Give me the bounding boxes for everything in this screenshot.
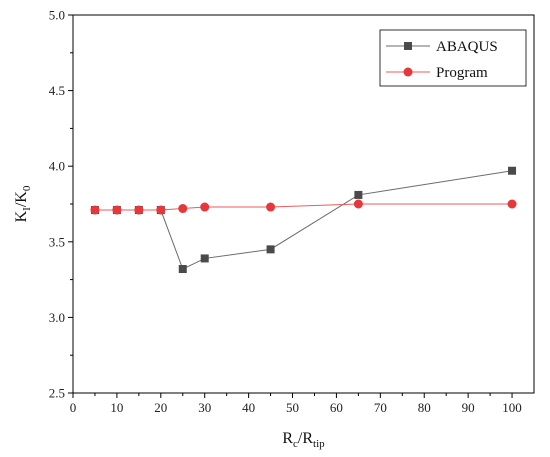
y-tick-label: 3.5: [49, 234, 65, 249]
x-tick-label: 10: [110, 400, 123, 415]
data-point-circle: [266, 202, 276, 212]
legend-item-abaqus: ABAQUS: [386, 39, 498, 55]
x-tick-label: 20: [154, 400, 167, 415]
x-tick-label: 50: [286, 400, 299, 415]
x-tick-label: 30: [198, 400, 211, 415]
x-axis-title-main: R: [282, 430, 293, 447]
legend-marker-square: [404, 42, 412, 50]
y-tick-label: 5.0: [49, 8, 65, 23]
series-layer: [90, 166, 517, 274]
x-tick-label: 0: [70, 400, 77, 415]
data-point-circle: [507, 199, 517, 209]
data-point-circle: [112, 205, 122, 215]
series-line: [94, 170, 513, 270]
x-tick-label: 80: [418, 400, 431, 415]
y-tick-label: 2.5: [49, 386, 65, 401]
data-point-square: [178, 265, 187, 274]
data-point-square: [266, 245, 275, 254]
data-point-circle: [156, 205, 166, 215]
y-tick-label: 4.0: [49, 159, 65, 174]
data-point-circle: [90, 205, 100, 215]
x-tick-label: 60: [330, 400, 343, 415]
y-axis-title-sub2: 0: [21, 185, 33, 191]
data-point-circle: [178, 204, 188, 214]
data-point-square: [200, 254, 209, 263]
x-tick-label: 100: [502, 400, 522, 415]
series-abaqus: [90, 166, 517, 274]
data-point-square: [508, 166, 517, 175]
x-tick-label: 40: [242, 400, 255, 415]
data-point-square: [354, 190, 363, 199]
series-program: [90, 199, 517, 215]
x-axis-title-sub2: tip: [313, 438, 325, 450]
y-tick-label: 4.5: [49, 83, 65, 98]
data-point-circle: [134, 205, 144, 215]
y-axis-title-sub1: I: [21, 207, 33, 211]
x-tick-label: 70: [374, 400, 387, 415]
legend-marker-circle: [403, 67, 413, 77]
data-point-circle: [353, 199, 363, 209]
legend-label: Program: [436, 65, 488, 81]
legend-label: ABAQUS: [436, 39, 498, 55]
x-tick-label: 90: [462, 400, 475, 415]
legend-item-program: Program: [386, 65, 488, 81]
y-tick-label: 3.0: [49, 310, 65, 325]
x-axis-title-sub1: c: [293, 438, 298, 450]
legend-box: [379, 29, 527, 87]
x-axis-title-sep: /R: [298, 430, 313, 447]
legend-items: ABAQUS Program: [386, 39, 498, 81]
y-axis-title-main: K: [13, 210, 30, 222]
y-axis-title: KI/K0: [13, 185, 33, 222]
y-axis-title-sep: /K: [13, 191, 30, 207]
data-point-circle: [200, 202, 210, 212]
legend: ABAQUS Program: [379, 29, 527, 87]
axis-ticks: 0 10 20 30 40 50 60 70 80 90 100 2.5 3.0 3.5 4.0 4.5 5.0: [49, 8, 522, 416]
x-axis-title: Rc/Rtip: [282, 430, 325, 450]
